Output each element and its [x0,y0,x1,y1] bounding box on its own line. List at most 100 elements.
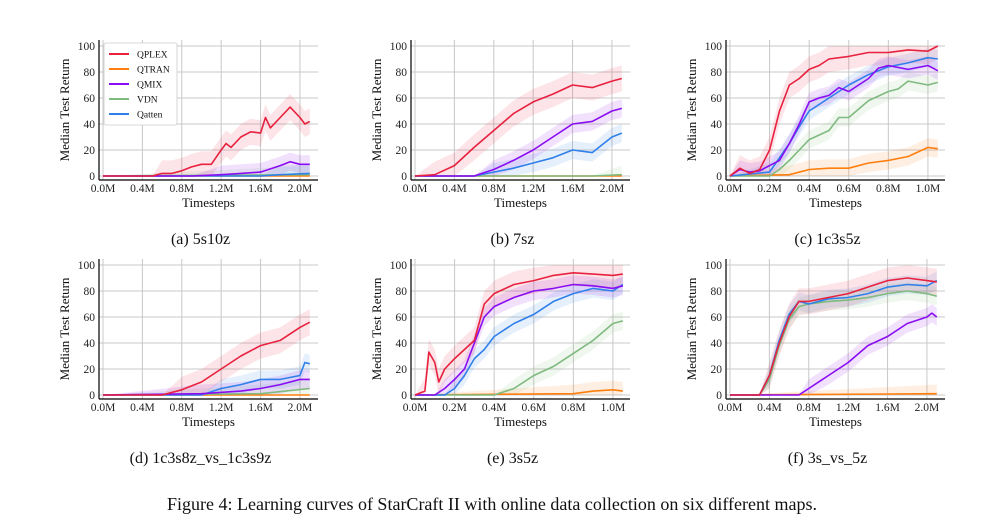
y-tick-label: 40 [396,119,408,131]
y-tick-label: 20 [711,364,723,376]
y-tick-label: 80 [396,67,408,79]
legend-label: Qatten [137,111,163,121]
series-line-qtran [729,146,938,177]
x-tick-label: 1.2M [836,402,861,414]
subplot-caption: (a) 5s10z [171,231,230,248]
x-tick-label: 0.8M [876,183,901,195]
x-tick-label: 1.2M [209,183,234,195]
series-line-qplex [729,45,939,177]
y-tick-label: 20 [711,145,723,157]
series-line-qplex [103,106,311,177]
y-tick-label: 80 [396,286,408,298]
y-tick-label: 60 [396,93,408,105]
subplot-caption: (e) 3s5z [487,450,538,467]
y-axis-label: Median Test Return [684,277,699,380]
band-qatten [415,124,622,176]
band-qplex [103,94,310,176]
x-tick-label: 0.4M [130,402,155,414]
series-line-qmix [730,312,938,396]
subplot-1: 0 20 40 60 80 100 0.0M 0.4M 0.8M 1.2M 1.6M 2.0M Time… [369,40,630,248]
series-line-qmix [729,64,939,177]
y-axis-label: Median Test Return [369,58,384,161]
x-tick-label: 0.4M [757,402,782,414]
legend-box [103,42,178,126]
y-axis-label: Median Test Return [57,58,72,161]
y-tick-label: 40 [84,338,96,350]
x-axis-label: Timesteps [182,195,235,210]
band-qatten [103,353,310,395]
series-line-qplex [414,271,623,396]
y-tick-label: 40 [396,338,408,350]
x-tick-label: 0.0M [403,183,428,195]
y-tick-label: 100 [78,41,96,53]
band-qmix [415,99,622,176]
x-tick-label: 0.2M [442,402,467,414]
series-line-vdn [730,80,939,177]
x-tick-label: 0.8M [561,402,586,414]
series-line-vdn [415,320,624,396]
subplot-caption: (b) 7sz [491,231,535,248]
subplot-caption: (c) 1c3s5z [794,231,860,248]
y-tick-label: 20 [84,145,96,157]
x-tick-label: 2.0M [288,183,313,195]
band-qplex [415,265,623,395]
y-tick-label: 0 [89,390,95,402]
x-tick-label: 0.8M [481,183,506,195]
series-line-qplex [730,277,937,396]
y-tick-label: 20 [396,364,408,376]
x-tick-label: 1.6M [875,402,900,414]
y-tick-label: 0 [89,171,95,183]
legend-label: QMIX [137,81,162,91]
legend-label: VDN [137,96,158,106]
y-tick-label: 100 [705,41,723,53]
x-tick-label: 0.6M [836,183,861,195]
band-qplex [730,46,938,176]
band-vdn [103,379,310,395]
subplot-4: 0 20 40 60 80 100 0.0M 0.2M 0.4M 0.6M 0.8M 1.0M Time… [369,259,630,467]
x-tick-label: 1.0M [916,183,941,195]
x-tick-label: 1.6M [248,183,273,195]
band-qplex [415,65,622,176]
series-line-qmix [103,160,310,177]
y-tick-label: 60 [84,93,96,105]
x-tick-label: 0.4M [130,183,155,195]
x-axis-label: Timesteps [809,195,862,210]
figure-caption: Figure 4: Learning curves of StarCraft I… [167,494,817,514]
y-axis-label: Median Test Return [369,277,384,380]
subplot-5: 0 20 40 60 80 100 0.0M 0.4M 0.8M 1.2M 1.6M 2.0M Time… [684,259,945,467]
y-tick-label: 20 [396,145,408,157]
y-axis-label: Median Test Return [57,277,72,380]
x-tick-label: 0.8M [169,183,194,195]
x-tick-label: 0.8M [169,402,194,414]
x-tick-label: 0.0M [403,402,428,414]
series-line-qplex [414,77,622,177]
x-tick-label: 1.0M [601,402,626,414]
subplot-0: 0 20 40 60 80 100 0.0M 0.4M 0.8M 1.2M 1.6M 2.0M Time… [57,40,318,248]
band-qplex [730,265,937,395]
band-vdn [415,311,623,395]
x-tick-label: 0.0M [91,183,116,195]
subplot-caption: (f) 3s_vs_5z [788,450,868,467]
series-line-vdn [730,290,937,396]
x-tick-label: 1.6M [560,183,585,195]
y-tick-label: 60 [84,312,96,324]
x-tick-label: 0.4M [482,402,507,414]
legend: QPLEX QTRAN QMIX VDN Qatten [103,42,178,126]
y-tick-label: 0 [716,390,722,402]
x-axis-label: Timesteps [182,414,235,429]
x-tick-label: 0.0M [718,183,743,195]
band-qatten [415,275,623,395]
y-axis-label: Median Test Return [684,58,699,161]
y-tick-label: 80 [84,286,96,298]
y-tick-label: 60 [396,312,408,324]
y-tick-label: 60 [711,93,723,105]
band-qtran [730,138,938,176]
x-tick-label: 0.4M [442,183,467,195]
x-axis-label: Timesteps [809,414,862,429]
y-tick-label: 60 [711,312,723,324]
y-tick-label: 40 [711,119,723,131]
y-tick-label: 40 [711,338,723,350]
x-tick-label: 0.6M [521,402,546,414]
y-tick-label: 40 [84,119,96,131]
y-tick-label: 80 [711,67,723,79]
